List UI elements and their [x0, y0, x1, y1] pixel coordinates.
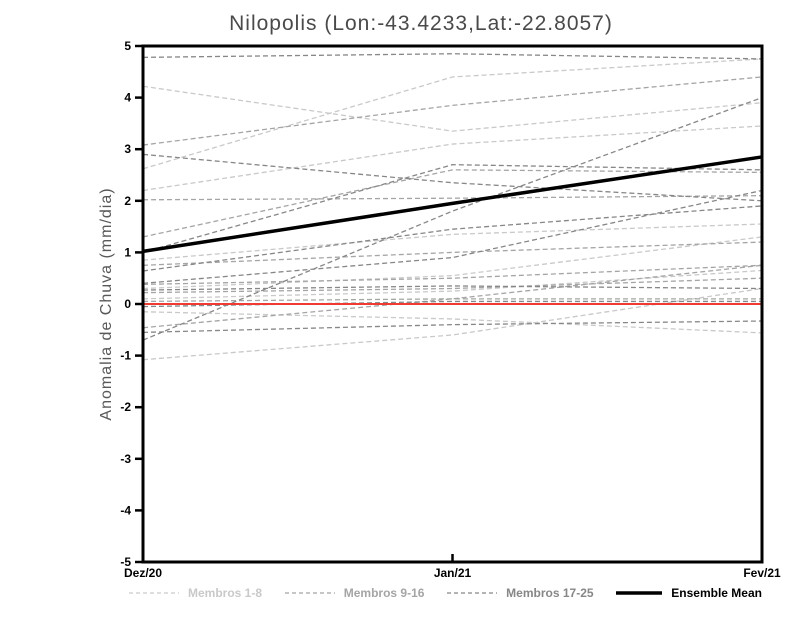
legend: Membros 1-8 Membros 9-16 Membros 17-25 E…	[128, 586, 762, 600]
member-line	[142, 287, 763, 361]
member-line	[142, 85, 763, 132]
y-tick-label: 2	[124, 194, 131, 208]
legend-entry-membros-17-25: Membros 17-25	[446, 586, 594, 600]
y-tick-label: 4	[124, 91, 131, 105]
x-tick-label: Dez/20	[124, 566, 162, 580]
member-line	[142, 153, 763, 202]
legend-entry-ensemble-mean: Ensemble Mean	[615, 586, 762, 600]
legend-label-membros-1-8: Membros 1-8	[188, 586, 263, 600]
legend-label-membros-17-25: Membros 17-25	[506, 586, 594, 600]
x-tick-label: Fev/21	[743, 566, 781, 580]
y-tick-label: -1	[120, 349, 131, 363]
member-line	[142, 269, 763, 300]
member-line	[142, 164, 763, 254]
legend-label-ensemble-mean: Ensemble Mean	[671, 586, 762, 600]
y-tick-label: 0	[124, 297, 131, 311]
member-line	[142, 285, 763, 291]
chart-title: Nilopolis (Lon:-43.4233,Lat:-22.8057)	[229, 12, 613, 35]
y-tick-label: -3	[120, 452, 131, 466]
ensemble-mean-line	[142, 155, 763, 254]
y-tick-label: -2	[120, 400, 131, 414]
member-line	[142, 125, 763, 192]
member-line	[142, 320, 763, 334]
legend-entry-membros-1-8: Membros 1-8	[128, 586, 262, 600]
member-line	[142, 194, 763, 201]
member-line	[142, 298, 762, 303]
dashed-line-swatch-light	[129, 592, 179, 594]
y-tick-label: 1	[124, 245, 131, 259]
member-line	[142, 264, 763, 286]
y-tick-label: -5	[120, 555, 131, 569]
member-line	[142, 58, 763, 170]
member-line	[142, 96, 763, 341]
legend-label-membros-9-16: Membros 9-16	[343, 586, 425, 600]
dashed-line-swatch-medium	[284, 592, 335, 594]
y-tick-label: 5	[124, 39, 131, 53]
member-line	[142, 277, 763, 294]
solid-line-swatch	[616, 591, 663, 595]
member-line	[142, 205, 763, 272]
member-line	[142, 241, 763, 266]
legend-entry-membros-9-16: Membros 9-16	[284, 586, 425, 600]
member-line	[142, 300, 762, 308]
y-tick-label: -4	[120, 503, 131, 517]
member-line	[142, 189, 763, 285]
member-line	[142, 76, 763, 146]
member-line	[142, 236, 763, 290]
dashed-line-swatch-dark	[447, 592, 498, 594]
member-line	[142, 311, 763, 334]
x-tick-label: Jan/21	[434, 566, 472, 580]
member-line	[142, 53, 763, 60]
y-tick-label: 3	[124, 142, 131, 156]
